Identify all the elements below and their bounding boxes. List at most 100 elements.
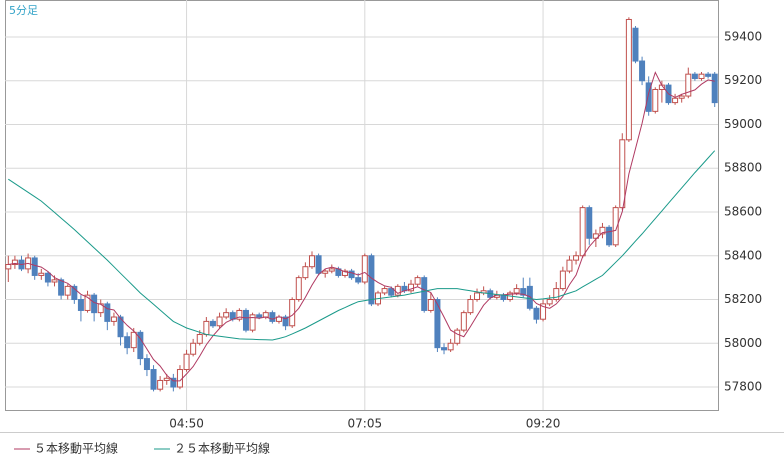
candle-body [322,270,329,274]
candle-body [256,314,263,318]
x-tick-label: 07:05 [348,417,383,431]
candle-body [414,277,421,285]
candle-body [348,270,355,279]
candle-body [685,73,692,97]
candle-body [110,316,117,322]
candle-body [44,272,51,283]
y-tick-label: 57800 [724,380,762,394]
candle-body [11,259,18,266]
candle-body [58,279,65,296]
candle-body [421,277,428,311]
candle-body [441,347,448,351]
chart-title: 5分足 [9,4,38,17]
candle-body [533,307,540,320]
candle-body [355,277,362,283]
candle-body [130,331,137,349]
candle-body [711,73,718,104]
candle-body [196,334,203,344]
candle-body [242,309,249,331]
candle-body [143,358,150,371]
candle-body [170,377,177,388]
candle-body [262,312,269,318]
candle-body [236,309,243,320]
candle-body [612,207,619,246]
candle-body [249,314,256,331]
y-tick-label: 59400 [724,29,762,43]
y-tick-label: 59000 [724,117,762,131]
candle-body [566,259,573,272]
candle-body [31,257,38,276]
candle-body [289,299,296,327]
candle-body [691,73,698,80]
candle-body [91,294,98,314]
y-tick-label: 59200 [724,73,762,87]
candle-body [652,88,659,112]
candle-body [639,60,646,82]
candle-body [434,299,441,349]
candle-body [84,294,91,311]
candle-body [546,299,553,305]
x-tick-label: 04:50 [169,417,204,431]
candle-body [308,255,315,268]
candle-body [427,299,434,311]
candle-body [5,264,12,270]
candle-body [269,312,276,322]
candle-body [632,27,639,62]
candle-body [150,369,157,390]
candle-body [625,18,632,141]
candle-body [302,266,309,279]
candle-body [526,285,533,309]
candle-body [645,82,652,112]
candle-body [705,73,712,77]
candle-body [599,226,606,235]
candle-body [579,207,586,257]
candle-body [38,272,45,276]
candle-body [540,303,547,320]
candle-body [190,342,197,355]
y-tick-label: 58200 [724,292,762,306]
candle-body [216,316,223,327]
y-tick-label: 58400 [724,248,762,262]
legend-label: ２５本移動平均線 [174,441,270,456]
candle-body [64,285,71,296]
candle-body [678,95,685,99]
candle-body [698,73,705,80]
legend-label: ５本移動平均線 [34,441,118,456]
y-tick-label: 58600 [724,205,762,219]
y-tick-label: 58000 [724,336,762,350]
candle-body [381,288,388,294]
candle-body [51,279,58,283]
candle-body [474,292,481,301]
candle-body [513,288,520,294]
candle-body [672,97,679,104]
candle-body [573,255,580,261]
candle-body [553,288,560,301]
candle-body [157,379,164,390]
candle-body [117,316,124,338]
candle-body [559,270,566,290]
candle-body [137,331,144,360]
candle-body [467,299,474,314]
candle-body [124,336,131,349]
candle-body [328,268,335,272]
candle-body [586,207,593,239]
candle-body [282,316,289,327]
candle-body [460,312,467,331]
y-tick-label: 58800 [724,161,762,175]
candle-body [203,320,210,336]
candle-body [408,283,415,292]
candle-body [223,312,230,318]
ma-line [8,150,716,341]
candle-body [104,303,111,322]
candle-body [606,226,613,246]
x-tick-label: 09:20 [526,417,561,431]
candle-body [341,270,348,276]
candle-body [183,353,190,371]
candle-body [361,255,368,283]
candle-body [454,329,461,344]
candle-body [295,277,302,301]
ma-line [8,71,715,382]
plot-frame [5,0,719,411]
candle-body [388,288,395,296]
